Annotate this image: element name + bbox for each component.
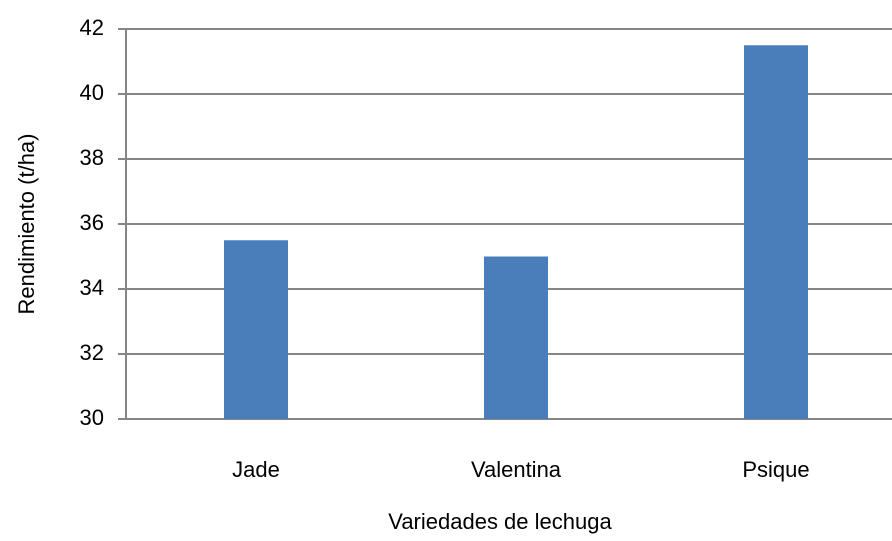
bar <box>484 256 548 419</box>
x-tick-label: Jade <box>232 457 280 482</box>
y-tick-label: 42 <box>80 15 104 40</box>
y-tick-label: 32 <box>80 340 104 365</box>
y-tick-label: 30 <box>80 405 104 430</box>
y-tick-label: 38 <box>80 145 104 170</box>
x-tick-label: Valentina <box>471 457 562 482</box>
x-tick-label: Psique <box>742 457 809 482</box>
y-tick-label: 40 <box>80 80 104 105</box>
y-tick-label: 34 <box>80 275 104 300</box>
y-axis-title: Rendimiento (t/ha) <box>14 134 39 315</box>
y-tick-label: 36 <box>80 210 104 235</box>
bar <box>224 240 288 419</box>
bar <box>744 45 808 419</box>
x-axis-title: Variedades de lechuga <box>388 509 612 534</box>
